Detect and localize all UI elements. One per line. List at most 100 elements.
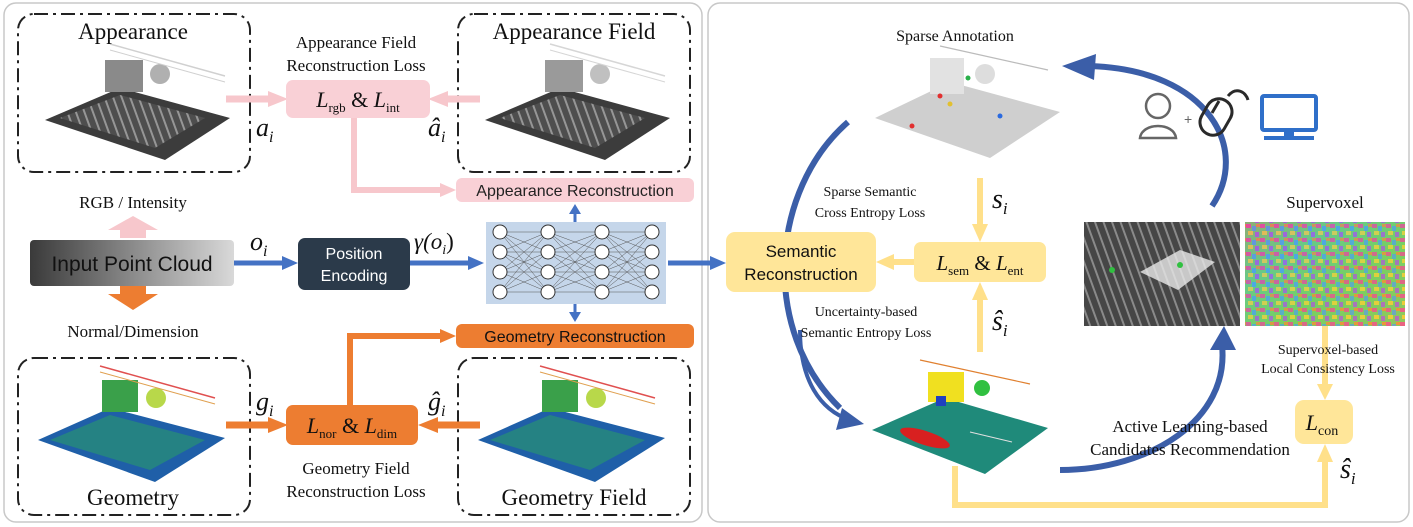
arrowhead-input-to-pe bbox=[282, 256, 298, 270]
semantic-recon-box bbox=[726, 232, 876, 292]
arrowhead-nn-up bbox=[569, 204, 581, 214]
nn-node bbox=[594, 224, 610, 240]
curve-top-loop bbox=[1089, 63, 1229, 208]
nn-edge bbox=[547, 231, 603, 293]
nn-edge bbox=[547, 251, 603, 293]
nn-node bbox=[492, 224, 508, 240]
sparse-annotation-point-cloud-image bbox=[875, 45, 1060, 158]
nn-node bbox=[644, 244, 660, 260]
arrowhead-loss-to-geometry-recon bbox=[440, 329, 456, 343]
nn-edge bbox=[601, 231, 653, 253]
curve-down-to-prediction bbox=[798, 329, 851, 422]
arrowhead-shat-to-loss bbox=[972, 282, 988, 300]
nn-edge bbox=[547, 231, 603, 253]
nn-edge bbox=[499, 271, 549, 293]
nn-edge bbox=[601, 251, 653, 293]
supervoxel-loss-1: Supervoxel-based bbox=[1278, 343, 1378, 358]
s-hat-i-label: ŝi bbox=[992, 306, 1008, 340]
geometry-field-frame bbox=[457, 357, 691, 516]
position-encoding-box bbox=[298, 238, 410, 290]
arrowhead-ahat-to-loss bbox=[428, 91, 448, 107]
arrowhead-prediction-to-lcon bbox=[1317, 444, 1333, 462]
geometry-field-point-cloud-image bbox=[478, 365, 665, 482]
position-encoding-label-1: Position bbox=[326, 246, 383, 263]
semantic-loss-box bbox=[914, 242, 1046, 282]
input-point-cloud-box bbox=[30, 240, 234, 286]
user-plus-glyph: + bbox=[1184, 111, 1192, 127]
arrowhead-curve-prediction bbox=[836, 408, 864, 430]
g-hat-i-label: ĝi bbox=[428, 387, 445, 420]
arrowhead-ghat-to-loss bbox=[418, 417, 438, 433]
geometry-recon-box bbox=[456, 324, 694, 348]
nn-node bbox=[492, 264, 508, 280]
nn-node bbox=[644, 224, 660, 240]
nn-node bbox=[540, 224, 556, 240]
input-point-cloud-label: Input Point Cloud bbox=[51, 253, 212, 276]
active-learning-2: Candidates Recommendation bbox=[1090, 440, 1290, 459]
supervoxel-zoom-image bbox=[1084, 222, 1240, 326]
s-i-label: si bbox=[992, 184, 1008, 218]
appearance-label: Appearance bbox=[78, 19, 188, 44]
appearance-recon-label: Appearance Reconstruction bbox=[476, 183, 673, 200]
nn-edge bbox=[601, 271, 653, 293]
supervoxel-colored-image bbox=[1245, 222, 1405, 326]
curve-active-learning bbox=[1059, 344, 1226, 473]
rgb-intensity-label: RGB / Intensity bbox=[79, 193, 187, 212]
arrowhead-nn-to-semantic bbox=[710, 256, 726, 270]
nn-edge bbox=[499, 231, 549, 273]
nn-node bbox=[594, 264, 610, 280]
geometry-loss-title-2: Reconstruction Loss bbox=[286, 482, 425, 501]
o-i-label: oi bbox=[250, 227, 267, 260]
nn-edge bbox=[499, 231, 549, 253]
arrowhead-g-to-loss bbox=[268, 417, 288, 433]
appearance-field-point-cloud-image bbox=[485, 43, 670, 160]
arrow-loss-to-geometry-recon bbox=[347, 333, 440, 405]
loss-con: Lcon bbox=[1305, 410, 1338, 439]
nn-node bbox=[540, 264, 556, 280]
semantic-recon-label-2: Reconstruction bbox=[744, 265, 857, 284]
arrowhead-supervoxel-to-lcon bbox=[1317, 384, 1333, 400]
geometry-recon-label: Geometry Reconstruction bbox=[484, 329, 665, 346]
sparse-annotation-label: Sparse Annotation bbox=[896, 28, 1014, 45]
appearance-loss-title-1: Appearance Field bbox=[296, 33, 417, 52]
appearance-field-label: Appearance Field bbox=[493, 19, 656, 44]
appearance-loss-title-2: Reconstruction Loss bbox=[286, 56, 425, 75]
nn-node bbox=[492, 284, 508, 300]
arrow-input-to-normal bbox=[108, 286, 158, 310]
arrowhead-loss-to-appearance-recon bbox=[440, 183, 456, 197]
geometry-frame bbox=[17, 357, 251, 516]
supervoxel-label: Supervoxel bbox=[1286, 193, 1364, 212]
nn-edge bbox=[601, 231, 653, 273]
active-learning-1: Active Learning-based bbox=[1112, 417, 1268, 436]
a-hat-i-label: âi bbox=[428, 113, 445, 146]
user-add-icon bbox=[1138, 92, 1178, 140]
arrowhead-loss-to-semantic bbox=[876, 254, 894, 270]
nn-node bbox=[644, 264, 660, 280]
nn-node bbox=[594, 244, 610, 260]
appearance-frame bbox=[17, 13, 251, 173]
loss-sem-ent: Lsem & Lent bbox=[935, 251, 1023, 278]
uncertainty-loss-1: Uncertainty-based bbox=[815, 305, 918, 320]
supervoxel-loss-2: Local Consistency Loss bbox=[1261, 362, 1395, 377]
position-encoding-label-2: Encoding bbox=[321, 268, 388, 285]
appearance-loss-box bbox=[286, 80, 430, 118]
nn-edge bbox=[547, 231, 603, 273]
arrowhead-s-to-loss bbox=[972, 224, 988, 242]
geometry-loss-title-1: Geometry Field bbox=[302, 459, 410, 478]
nn-node bbox=[492, 244, 508, 260]
appearance-recon-box bbox=[456, 178, 694, 202]
nn-edge bbox=[499, 231, 549, 293]
gamma-o-i-label: γ(oi) bbox=[414, 229, 454, 258]
arrow-prediction-to-lcon bbox=[952, 460, 1328, 508]
sparse-ce-loss-2: Cross Entropy Loss bbox=[815, 206, 925, 221]
neural-network-diagram bbox=[486, 222, 666, 304]
semantic-recon-label-1: Semantic bbox=[766, 242, 837, 261]
arrowhead-curve-active bbox=[1210, 326, 1236, 350]
mouse-icon bbox=[1198, 89, 1250, 137]
arrow-loss-to-appearance-recon bbox=[351, 118, 440, 193]
arrowhead-curve-top bbox=[1062, 54, 1096, 80]
nn-edge bbox=[547, 271, 603, 293]
nn-node bbox=[594, 284, 610, 300]
a-i-label: ai bbox=[256, 113, 273, 146]
uncertainty-loss-2: Semantic Entropy Loss bbox=[801, 326, 932, 341]
